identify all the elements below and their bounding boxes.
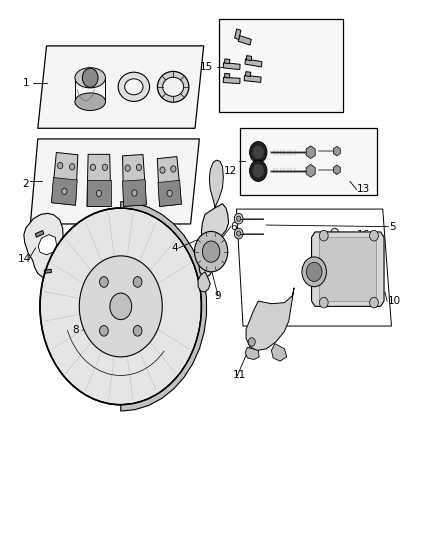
Circle shape [82, 68, 98, 87]
Circle shape [202, 241, 220, 262]
Polygon shape [38, 235, 57, 255]
Polygon shape [199, 204, 229, 277]
Polygon shape [225, 59, 230, 63]
Circle shape [62, 188, 67, 195]
Ellipse shape [125, 79, 143, 95]
Circle shape [133, 277, 142, 287]
Circle shape [319, 230, 328, 241]
Text: 5: 5 [389, 222, 396, 232]
Ellipse shape [118, 72, 150, 101]
Polygon shape [246, 288, 294, 351]
Polygon shape [245, 71, 251, 76]
Circle shape [306, 262, 322, 281]
Circle shape [237, 216, 241, 221]
Circle shape [171, 166, 176, 172]
Polygon shape [225, 74, 230, 78]
Circle shape [110, 293, 132, 320]
Polygon shape [244, 75, 261, 83]
Circle shape [194, 231, 228, 272]
Circle shape [102, 164, 108, 171]
Circle shape [40, 208, 201, 405]
Text: 4: 4 [171, 243, 177, 253]
Text: 16: 16 [357, 230, 370, 240]
Text: 2: 2 [22, 179, 29, 189]
Ellipse shape [75, 68, 106, 88]
Circle shape [58, 163, 63, 169]
Polygon shape [223, 62, 240, 70]
Polygon shape [87, 180, 111, 206]
Circle shape [250, 160, 267, 181]
Bar [319, 237, 376, 301]
Circle shape [370, 297, 378, 308]
Circle shape [96, 190, 102, 197]
Circle shape [70, 164, 75, 170]
Polygon shape [333, 165, 340, 174]
Bar [219, 19, 343, 112]
Circle shape [99, 326, 108, 336]
Circle shape [99, 277, 108, 287]
Ellipse shape [157, 71, 189, 102]
Circle shape [234, 228, 243, 239]
Polygon shape [235, 29, 241, 39]
Circle shape [248, 338, 255, 346]
Polygon shape [245, 59, 262, 67]
Polygon shape [333, 147, 340, 156]
Polygon shape [35, 230, 44, 237]
Text: 14: 14 [18, 254, 32, 263]
Polygon shape [158, 180, 181, 206]
Circle shape [253, 165, 264, 177]
Polygon shape [123, 180, 146, 206]
Polygon shape [223, 77, 240, 84]
Circle shape [160, 167, 165, 173]
Circle shape [319, 297, 328, 308]
Text: 12: 12 [223, 166, 237, 176]
Circle shape [132, 190, 137, 196]
Polygon shape [38, 46, 204, 128]
Circle shape [370, 230, 378, 241]
Polygon shape [198, 272, 210, 292]
Text: 9: 9 [215, 290, 221, 301]
Polygon shape [209, 160, 223, 208]
Text: 1: 1 [22, 78, 29, 88]
Circle shape [136, 164, 141, 171]
Circle shape [331, 228, 339, 238]
Polygon shape [121, 201, 206, 411]
Circle shape [79, 256, 162, 357]
Circle shape [302, 257, 326, 287]
Polygon shape [30, 139, 199, 224]
Text: 8: 8 [72, 325, 78, 335]
Polygon shape [306, 165, 315, 177]
Polygon shape [246, 55, 252, 61]
Text: 11: 11 [233, 370, 246, 381]
Ellipse shape [75, 93, 106, 110]
Polygon shape [272, 344, 287, 361]
Circle shape [125, 165, 130, 171]
Polygon shape [87, 155, 111, 206]
Circle shape [234, 213, 243, 224]
Text: 6: 6 [230, 222, 237, 232]
Text: 10: 10 [388, 296, 401, 306]
Circle shape [237, 231, 241, 236]
Polygon shape [52, 177, 77, 205]
Polygon shape [123, 155, 146, 206]
Circle shape [133, 326, 142, 336]
Text: 13: 13 [357, 184, 370, 195]
Polygon shape [245, 348, 259, 360]
Text: 3: 3 [357, 248, 363, 258]
Polygon shape [52, 152, 78, 205]
Text: 15: 15 [199, 62, 212, 72]
Polygon shape [44, 269, 51, 273]
Circle shape [253, 146, 264, 159]
Ellipse shape [162, 77, 184, 96]
Circle shape [250, 142, 267, 163]
Circle shape [90, 164, 95, 171]
Polygon shape [238, 36, 251, 45]
Polygon shape [306, 146, 315, 159]
Circle shape [328, 237, 339, 251]
Circle shape [167, 190, 172, 197]
Polygon shape [311, 232, 384, 306]
Bar [240, 128, 378, 195]
Polygon shape [24, 213, 63, 279]
Polygon shape [157, 157, 181, 206]
